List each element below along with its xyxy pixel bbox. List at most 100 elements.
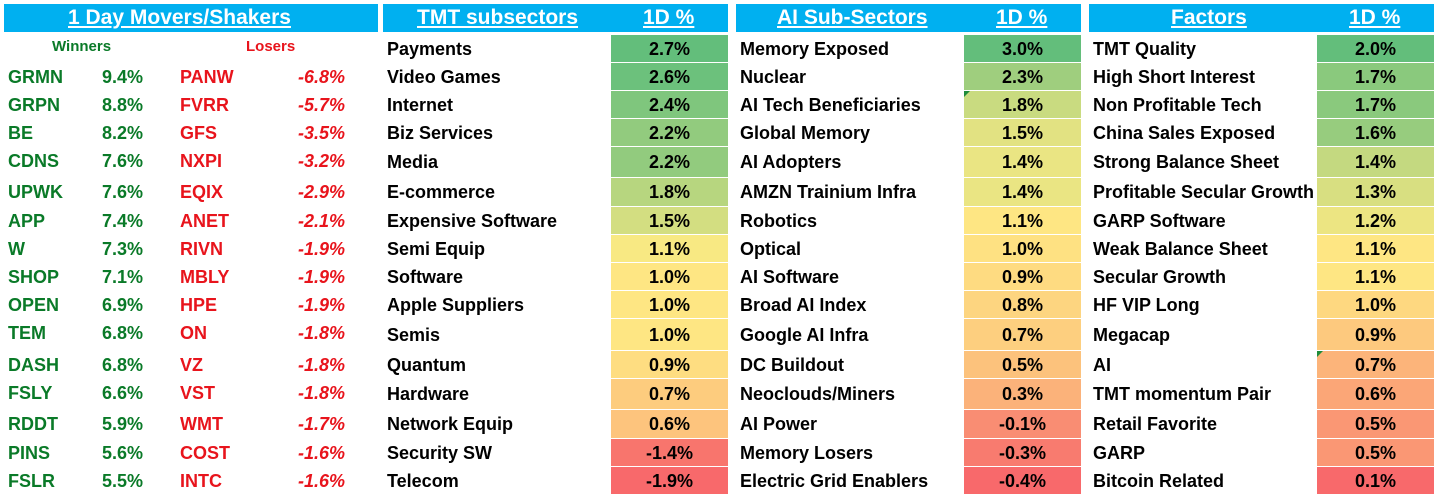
factors-pct-header: 1D %: [1349, 6, 1401, 29]
loser-ticker: MBLY: [180, 267, 230, 287]
tmt-row-name: Network Equip: [387, 414, 514, 434]
ai-row-name: Broad AI Index: [740, 295, 867, 315]
ai-row-pct: 0.3%: [964, 379, 1081, 410]
factors-row: Bitcoin Related 0.1%: [1089, 467, 1434, 495]
winner-pct: 7.1%: [102, 267, 144, 287]
ai-row-name: AI Power: [740, 414, 818, 434]
winner-pct: 8.2%: [102, 123, 144, 143]
tmt-row-pct: 1.0%: [611, 263, 728, 291]
factors-row-name: Megacap: [1093, 325, 1171, 345]
comment-marker: [964, 91, 970, 97]
tmt-row-pct: 2.2%: [611, 147, 728, 178]
tmt-row-name: Apple Suppliers: [387, 295, 525, 315]
ai-row-pct: 0.5%: [964, 351, 1081, 379]
ai-row: Neoclouds/Miners 0.3%: [736, 379, 1081, 410]
ai-row-pct: -0.3%: [964, 439, 1081, 467]
loser-ticker: RIVN: [180, 239, 224, 259]
tmt-row-name: Telecom: [387, 471, 459, 491]
loser-ticker: VZ: [180, 355, 204, 375]
factors-row: AI 0.7%: [1089, 351, 1434, 379]
factors-row-name: Profitable Secular Growth: [1093, 182, 1315, 202]
ai-row-pct: -0.4%: [964, 467, 1081, 495]
factors-row-name: Weak Balance Sheet: [1093, 239, 1268, 259]
factors-row: GARP Software 1.2%: [1089, 207, 1434, 235]
factors-row-pct: 0.7%: [1317, 351, 1434, 379]
tmt-row-name: Quantum: [387, 355, 466, 375]
factors-row-name: AI: [1093, 355, 1111, 375]
movers-row: FSLY 6.6% VST -1.8%: [4, 379, 378, 407]
ai-row: AI Software 0.9%: [736, 263, 1081, 291]
ai-row-pct: 1.1%: [964, 207, 1081, 235]
loser-ticker: GFS: [180, 123, 218, 143]
winner-ticker: UPWK: [8, 182, 63, 202]
winners-label: Winners: [52, 38, 112, 55]
factors-row-name: China Sales Exposed: [1093, 123, 1276, 143]
tmt-row-pct: -1.9%: [611, 467, 728, 495]
movers-row: BE 8.2% GFS -3.5%: [4, 119, 378, 147]
winner-pct: 7.3%: [102, 239, 144, 259]
winner-pct: 9.4%: [102, 67, 144, 87]
factors-row: TMT Quality 2.0%: [1089, 35, 1434, 63]
winner-pct: 7.4%: [102, 211, 144, 231]
loser-pct: -1.9%: [298, 239, 346, 259]
factors-row-pct: 1.3%: [1317, 178, 1434, 207]
losers-label: Losers: [246, 38, 296, 55]
tmt-row: Video Games 2.6%: [383, 63, 728, 91]
tmt-row: Media 2.2%: [383, 147, 728, 178]
winner-pct: 7.6%: [102, 182, 144, 202]
factors-row-name: TMT momentum Pair: [1093, 384, 1272, 404]
factors-row-pct: 1.0%: [1317, 291, 1434, 319]
movers-title: 1 Day Movers/Shakers: [68, 6, 291, 29]
factors-row: HF VIP Long 1.0%: [1089, 291, 1434, 319]
tmt-row-name: Semi Equip: [387, 239, 486, 259]
movers-row: APP 7.4% ANET -2.1%: [4, 207, 378, 235]
winner-ticker: PINS: [8, 443, 51, 463]
loser-pct: -1.8%: [298, 383, 346, 403]
ai-row-name: Google AI Infra: [740, 325, 869, 345]
tmt-row: Quantum 0.9%: [383, 351, 728, 379]
loser-ticker: HPE: [180, 295, 218, 315]
ai-row: Robotics 1.1%: [736, 207, 1081, 235]
tmt-row-name: Video Games: [387, 67, 501, 87]
factors-row-pct: 1.2%: [1317, 207, 1434, 235]
factors-row-name: Strong Balance Sheet: [1093, 152, 1280, 172]
factors-row-pct: 0.6%: [1317, 379, 1434, 410]
tmt-row-name: Hardware: [387, 384, 470, 404]
factors-title: Factors: [1171, 6, 1247, 29]
winner-ticker: BE: [8, 123, 34, 143]
ai-row: Nuclear 2.3%: [736, 63, 1081, 91]
ai-row-pct: 0.8%: [964, 291, 1081, 319]
factors-row: China Sales Exposed 1.6%: [1089, 119, 1434, 147]
tmt-header: TMT subsectors 1D %: [383, 4, 728, 32]
tmt-row-pct: 1.5%: [611, 207, 728, 235]
winner-pct: 8.8%: [102, 95, 144, 115]
winner-pct: 5.9%: [102, 414, 144, 434]
winner-ticker: FSLR: [8, 471, 55, 491]
ai-row-pct: -0.1%: [964, 410, 1081, 439]
winner-ticker: FSLY: [8, 383, 53, 403]
ai-row-name: Memory Losers: [740, 443, 874, 463]
ai-row-name: Electric Grid Enablers: [740, 471, 929, 491]
factors-row-pct: 0.9%: [1317, 319, 1434, 351]
winner-pct: 7.6%: [102, 151, 144, 171]
tmt-row-pct: 2.7%: [611, 35, 728, 63]
tmt-row-pct: 2.6%: [611, 63, 728, 91]
winner-ticker: CDNS: [8, 151, 60, 171]
tmt-row-pct: -1.4%: [611, 439, 728, 467]
tmt-row-pct: 2.4%: [611, 91, 728, 119]
winner-ticker: TEM: [8, 323, 46, 343]
ai-row: AI Power -0.1%: [736, 410, 1081, 439]
movers-row: PINS 5.6% COST -1.6%: [4, 439, 378, 467]
factors-row-pct: 1.7%: [1317, 91, 1434, 119]
factors-row-pct: 1.1%: [1317, 263, 1434, 291]
loser-ticker: WMT: [180, 414, 223, 434]
winner-ticker: SHOP: [8, 267, 60, 287]
factors-row-pct: 0.5%: [1317, 410, 1434, 439]
factors-row-pct: 0.5%: [1317, 439, 1434, 467]
winner-ticker: GRPN: [8, 95, 61, 115]
winner-ticker: DASH: [8, 355, 60, 375]
winner-pct: 6.8%: [102, 323, 144, 343]
tmt-row-pct: 0.6%: [611, 410, 728, 439]
tmt-row: Apple Suppliers 1.0%: [383, 291, 728, 319]
factors-row-pct: 1.6%: [1317, 119, 1434, 147]
